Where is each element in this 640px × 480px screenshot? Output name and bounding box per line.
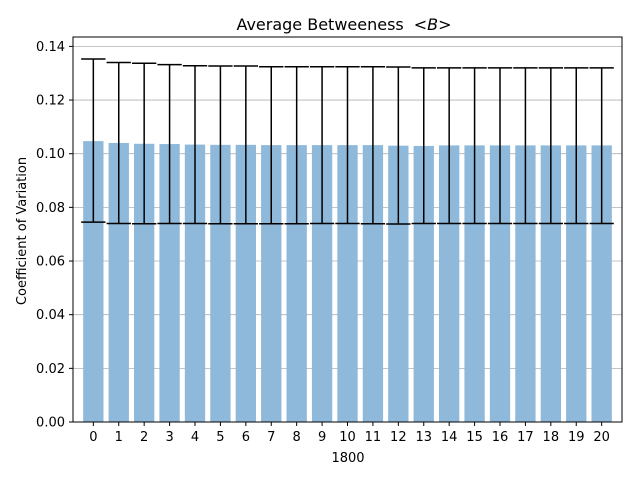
bar <box>134 143 155 422</box>
bar <box>464 145 485 422</box>
y-tick-label: 0.06 <box>36 255 65 270</box>
x-tick-label: 15 <box>466 430 483 445</box>
bar <box>261 145 282 422</box>
x-tick-label: 14 <box>441 430 458 445</box>
y-tick-label: 0.10 <box>36 147 65 162</box>
bar <box>210 144 231 423</box>
x-tick-label: 0 <box>89 430 97 445</box>
x-tick-label: 1 <box>115 430 123 445</box>
x-tick-label: 16 <box>492 430 509 445</box>
x-tick-label: 9 <box>318 430 326 445</box>
x-axis-label: 1800 <box>331 451 364 466</box>
bar <box>83 141 104 422</box>
x-tick-label: 12 <box>390 430 407 445</box>
bar <box>439 145 460 422</box>
bar <box>337 145 358 422</box>
x-tick-label: 4 <box>191 430 199 445</box>
y-tick-label: 0.00 <box>36 416 65 431</box>
error-bars <box>81 58 614 225</box>
y-tick-label: 0.04 <box>36 308 65 323</box>
x-tick-label: 18 <box>543 430 560 445</box>
bars <box>83 141 612 423</box>
y-tick-label: 0.14 <box>36 40 65 55</box>
x-tick-label: 2 <box>140 430 148 445</box>
bar <box>489 145 511 422</box>
bar <box>108 142 129 422</box>
x-tick-label: 8 <box>293 430 301 445</box>
x-tick-label: 20 <box>593 430 610 445</box>
bar <box>235 144 256 423</box>
x-tick-label: 6 <box>242 430 250 445</box>
x-tick-label: 10 <box>339 430 356 445</box>
y-tick-label: 0.12 <box>36 94 65 109</box>
bar <box>311 145 333 422</box>
y-axis-label: Coefficient of Variation <box>15 157 30 305</box>
chart-title-math: <B> <box>414 15 452 34</box>
y-tick-label: 0.02 <box>36 362 65 377</box>
x-tick-label: 13 <box>415 430 432 445</box>
bar <box>362 145 384 422</box>
bar <box>184 144 206 422</box>
bar <box>413 145 434 423</box>
bar <box>515 145 536 422</box>
x-tick-label: 11 <box>365 430 382 445</box>
bar <box>540 145 561 422</box>
bar <box>286 145 307 422</box>
x-tick-label: 3 <box>165 430 173 445</box>
x-ticks: 0 1 2 3 4 5 6 7 8 9 10 11 12 13 14 15 16 17 18 19 20 <box>89 422 610 445</box>
x-tick-label: 7 <box>267 430 275 445</box>
chart-title: Average Betweeness <B> <box>236 15 451 34</box>
bar <box>388 145 409 422</box>
x-tick-label: 19 <box>568 430 585 445</box>
bar <box>566 145 587 422</box>
bar <box>159 144 180 423</box>
y-tick-label: 0.08 <box>36 201 65 216</box>
y-ticks: 0.00 0.02 0.04 0.06 0.08 0.10 0.12 0.14 <box>36 40 73 431</box>
x-tick-label: 17 <box>517 430 534 445</box>
x-tick-label: 5 <box>216 430 224 445</box>
bar <box>591 145 612 422</box>
